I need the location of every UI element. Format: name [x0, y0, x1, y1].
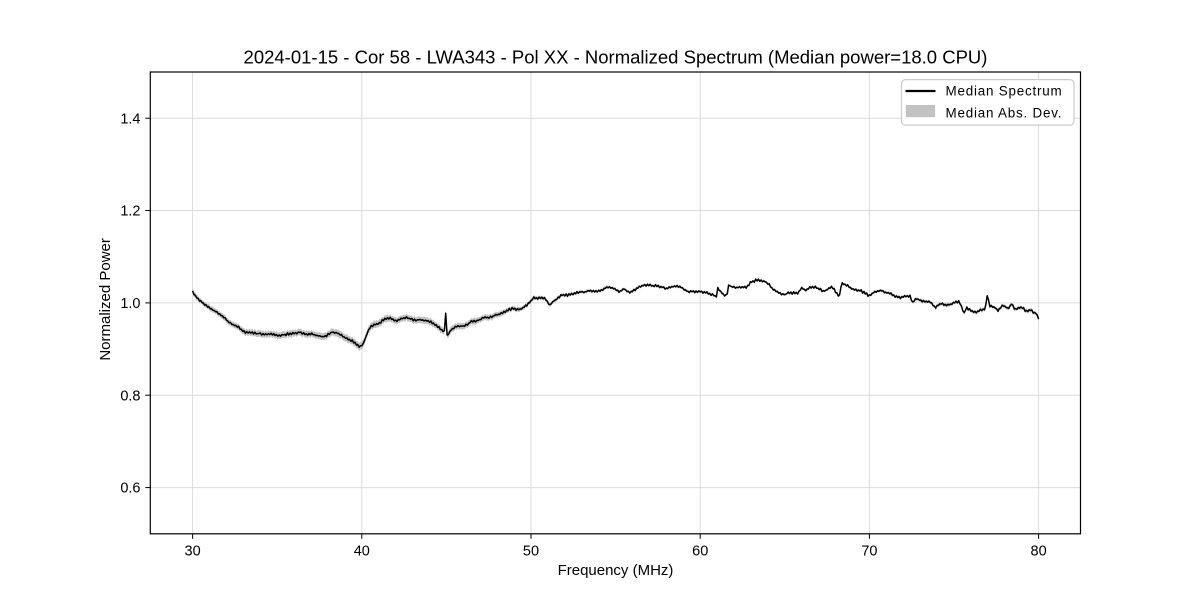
svg-text:Median Spectrum: Median Spectrum: [946, 83, 1063, 98]
svg-text:1.4: 1.4: [120, 111, 140, 127]
svg-text:Frequency (MHz): Frequency (MHz): [558, 562, 674, 579]
svg-text:80: 80: [1031, 544, 1047, 560]
svg-text:30: 30: [185, 544, 201, 560]
svg-text:2024-01-15 - Cor 58 - LWA343 -: 2024-01-15 - Cor 58 - LWA343 - Pol XX - …: [244, 47, 988, 68]
svg-text:50: 50: [523, 544, 539, 560]
svg-text:1.2: 1.2: [120, 204, 140, 220]
svg-text:0.6: 0.6: [120, 481, 140, 497]
svg-text:40: 40: [354, 544, 370, 560]
svg-text:Median Abs. Dev.: Median Abs. Dev.: [946, 105, 1063, 120]
svg-text:70: 70: [861, 544, 877, 560]
svg-text:Normalized Power: Normalized Power: [97, 238, 114, 361]
svg-text:60: 60: [692, 544, 708, 560]
svg-text:0.8: 0.8: [120, 388, 140, 404]
svg-text:1.0: 1.0: [120, 296, 140, 312]
